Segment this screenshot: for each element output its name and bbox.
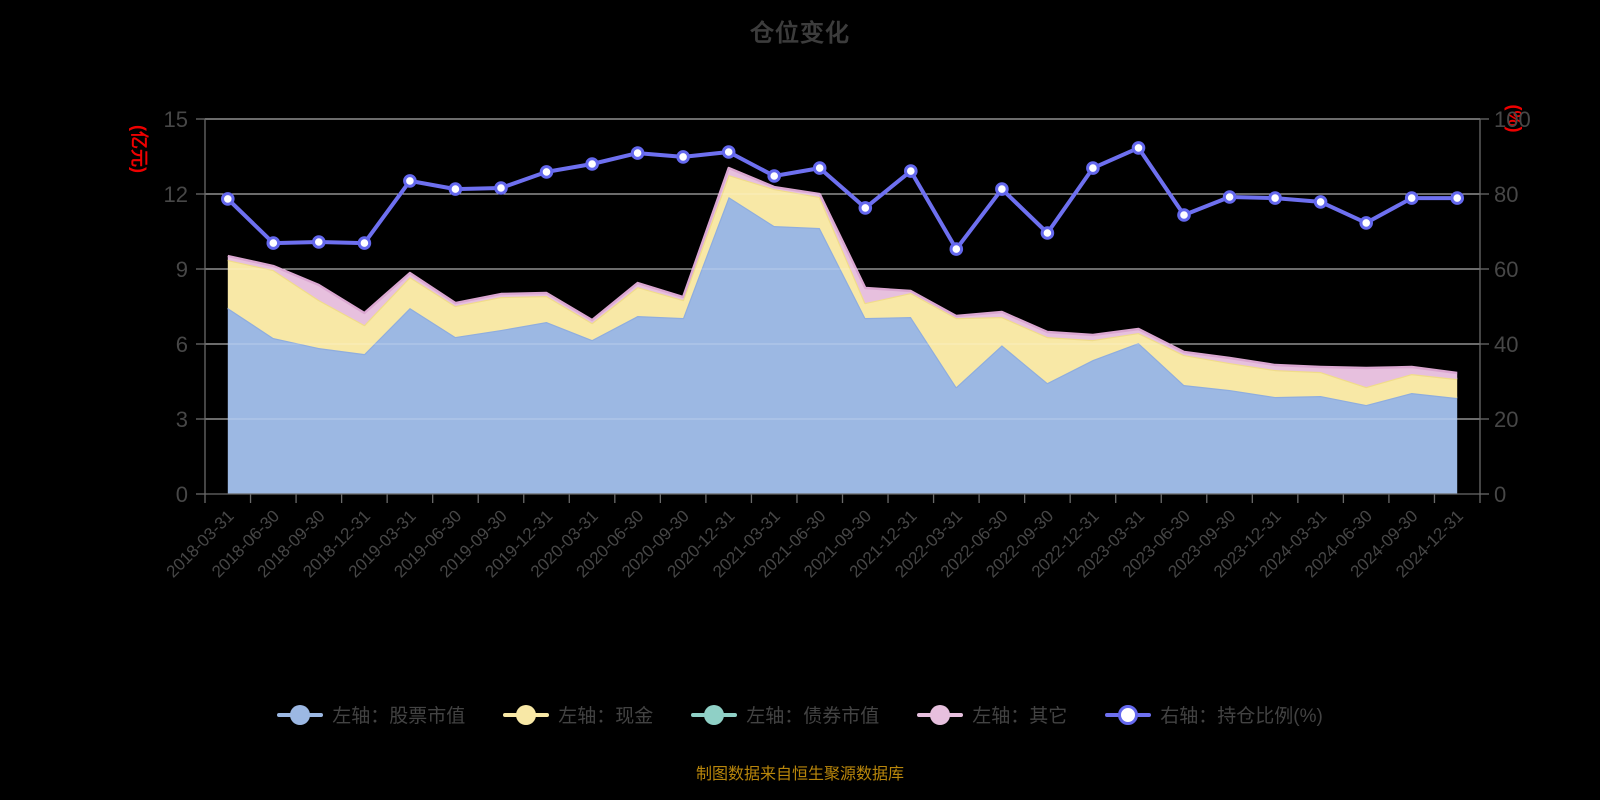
data-point: [767, 169, 782, 183]
svg-text:15: 15: [164, 107, 188, 132]
legend-item-0[interactable]: 左轴：股票市值: [277, 701, 465, 728]
area-edge-3: [227, 166, 1458, 375]
data-point: [858, 201, 873, 215]
data-point: [539, 165, 554, 179]
svg-text:9: 9: [176, 257, 188, 282]
svg-text:20: 20: [1494, 407, 1518, 432]
legend: 左轴：股票市值 左轴：现金 左轴：债券市值 左轴：其它 右轴：持仓比例(%): [0, 701, 1600, 728]
svg-text:0: 0: [176, 482, 188, 507]
stacked-areas: [227, 166, 1458, 494]
data-point: [266, 236, 281, 250]
data-point: [1268, 191, 1282, 205]
area-series-marker-icon: [917, 704, 964, 726]
svg-text:80: 80: [1494, 182, 1518, 207]
svg-text:3: 3: [176, 407, 188, 432]
legend-item-3[interactable]: 左轴：其它: [917, 701, 1067, 728]
svg-text:60: 60: [1494, 257, 1518, 282]
left-axis-tick-labels: 0 3 6 9 12 15: [164, 107, 188, 507]
data-point: [904, 164, 918, 178]
legend-label: 左轴：股票市值: [332, 706, 466, 727]
data-point: [585, 157, 599, 171]
data-source-note: 制图数据来自恒生聚源数据库: [695, 766, 904, 783]
right-axis-tick-labels: 0 20 40 60 80 100: [1494, 107, 1531, 507]
data-point: [312, 235, 326, 249]
area-band-0: [227, 197, 1458, 494]
data-point: [812, 161, 827, 175]
legend-label: 左轴：现金: [558, 706, 654, 727]
legend-label: 右轴：持仓比例(%): [1160, 706, 1323, 727]
area-band-1: [227, 175, 1458, 405]
svg-text:0: 0: [1494, 482, 1506, 507]
svg-text:6: 6: [176, 332, 188, 357]
data-point: [995, 182, 1009, 196]
axes: [196, 118, 1489, 503]
svg-text:12: 12: [164, 182, 188, 207]
grid-lines-overlay: [205, 118, 1480, 420]
data-point: [1404, 191, 1419, 205]
data-point: [403, 174, 417, 188]
data-point: [949, 242, 964, 256]
area-series-marker-icon: [277, 704, 324, 726]
data-point: [676, 150, 690, 164]
legend-label: 左轴：其它: [972, 706, 1068, 727]
data-point: [1177, 208, 1191, 222]
data-point: [1086, 161, 1100, 175]
svg-text:100: 100: [1494, 107, 1531, 132]
data-point: [357, 236, 372, 250]
data-point: [448, 182, 463, 196]
data-point: [494, 181, 508, 195]
legend-label: 左轴：债券市值: [746, 706, 880, 727]
data-point: [221, 192, 235, 206]
data-point: [1040, 226, 1055, 240]
data-point: [1222, 190, 1237, 204]
data-point: [1450, 191, 1464, 205]
data-point: [1131, 141, 1146, 155]
data-point: [721, 145, 736, 159]
legend-item-4[interactable]: 右轴：持仓比例(%): [1105, 701, 1323, 728]
ratio-line-points: [221, 141, 1464, 256]
area-series-marker-icon: [691, 704, 738, 726]
data-point: [1359, 216, 1373, 230]
legend-item-2[interactable]: 左轴：债券市值: [691, 701, 879, 728]
x-axis-tick-labels: 2018-03-312018-06-302018-09-302018-12-31…: [163, 506, 1467, 581]
svg-text:40: 40: [1494, 332, 1518, 357]
line-series-marker-icon: [1105, 704, 1152, 726]
data-point: [1313, 195, 1328, 209]
ratio-line: [225, 145, 1460, 252]
chart-title: 仓位变化: [750, 20, 850, 47]
data-point: [630, 146, 645, 160]
area-series-marker-icon: [503, 704, 550, 726]
legend-item-1[interactable]: 左轴：现金: [503, 701, 653, 728]
